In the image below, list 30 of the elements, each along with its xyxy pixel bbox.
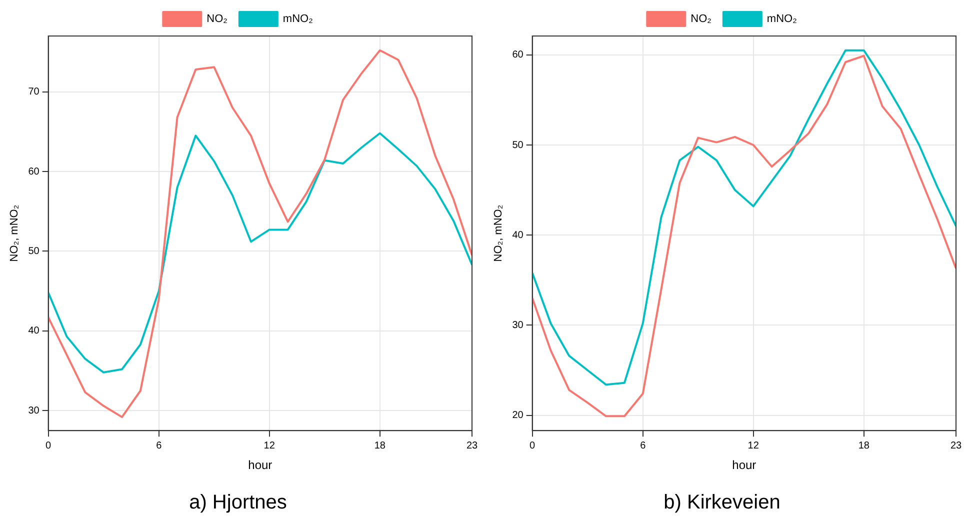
y-tick-label: 60	[512, 50, 524, 61]
legend-label: mNO₂	[766, 13, 797, 26]
x-tick-label: 6	[156, 440, 162, 452]
x-tick-label: 18	[858, 440, 870, 452]
y-tick-label: 60	[28, 166, 40, 178]
y-tick-label: 40	[512, 230, 524, 241]
y-axis-title: NO₂, mNO₂	[492, 204, 505, 262]
x-axis-title: hour	[248, 458, 272, 472]
legend-label: NO₂	[690, 13, 712, 26]
y-tick-label: 50	[512, 140, 524, 151]
x-tick-label: 12	[748, 440, 760, 452]
y-tick-label: 30	[28, 405, 40, 416]
x-tick-label: 6	[640, 440, 646, 452]
x-tick-label: 23	[466, 440, 478, 452]
legend-label: NO₂	[206, 13, 228, 26]
y-axis-title: NO₂, mNO₂	[8, 204, 21, 262]
legend-label: mNO₂	[282, 13, 313, 26]
y-tick-label: 20	[512, 410, 524, 422]
y-tick-label: 40	[28, 326, 40, 337]
text: b) Kirkeveien	[664, 492, 780, 514]
x-tick-label: 23	[950, 440, 962, 452]
x-axis-title: hour	[732, 458, 756, 472]
text: a) Hjortnes	[189, 492, 287, 514]
x-tick-label: 12	[264, 440, 276, 452]
y-tick-label: 30	[512, 320, 524, 331]
x-tick-label: 0	[530, 440, 536, 452]
x-tick-label: 18	[374, 440, 386, 452]
x-tick-label: 0	[46, 440, 52, 452]
y-tick-label: 50	[28, 246, 40, 257]
y-tick-label: 70	[28, 86, 40, 98]
